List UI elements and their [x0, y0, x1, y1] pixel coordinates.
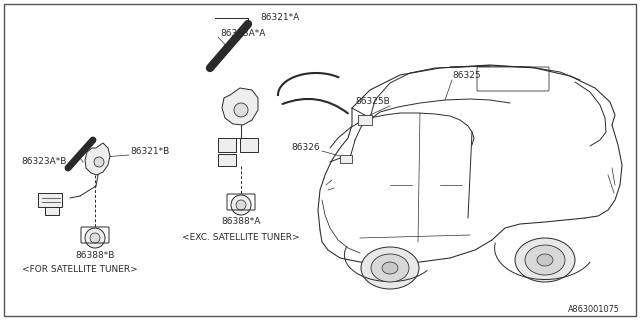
Circle shape	[90, 233, 100, 243]
Bar	[38, 193, 62, 207]
Text: 86325: 86325	[452, 71, 481, 81]
Bar	[358, 115, 372, 125]
Bar	[45, 207, 59, 215]
Text: 86325B: 86325B	[355, 98, 390, 107]
Ellipse shape	[361, 247, 419, 289]
Text: 86323A*B: 86323A*B	[22, 157, 67, 166]
Bar	[218, 138, 236, 152]
Polygon shape	[222, 88, 258, 125]
Text: <EXC. SATELLITE TUNER>: <EXC. SATELLITE TUNER>	[182, 233, 300, 242]
Text: <FOR SATELLITE TUNER>: <FOR SATELLITE TUNER>	[22, 266, 138, 275]
Circle shape	[236, 200, 246, 210]
Ellipse shape	[525, 245, 565, 275]
Circle shape	[85, 228, 105, 248]
Bar	[240, 138, 258, 152]
Text: A863001075: A863001075	[568, 306, 620, 315]
Ellipse shape	[537, 254, 553, 266]
Text: 86388*B: 86388*B	[76, 251, 115, 260]
Bar	[340, 155, 352, 163]
Circle shape	[231, 195, 251, 215]
Text: 86388*A: 86388*A	[221, 218, 260, 227]
Text: 86323A*A: 86323A*A	[220, 29, 266, 38]
Text: 86321*A: 86321*A	[260, 13, 300, 22]
Text: 86326: 86326	[291, 143, 320, 153]
Bar	[218, 154, 236, 166]
Ellipse shape	[382, 262, 398, 274]
Text: 86321*B: 86321*B	[130, 148, 169, 156]
Circle shape	[234, 103, 248, 117]
Ellipse shape	[515, 238, 575, 282]
Polygon shape	[85, 143, 110, 175]
Ellipse shape	[371, 254, 409, 282]
Circle shape	[94, 157, 104, 167]
